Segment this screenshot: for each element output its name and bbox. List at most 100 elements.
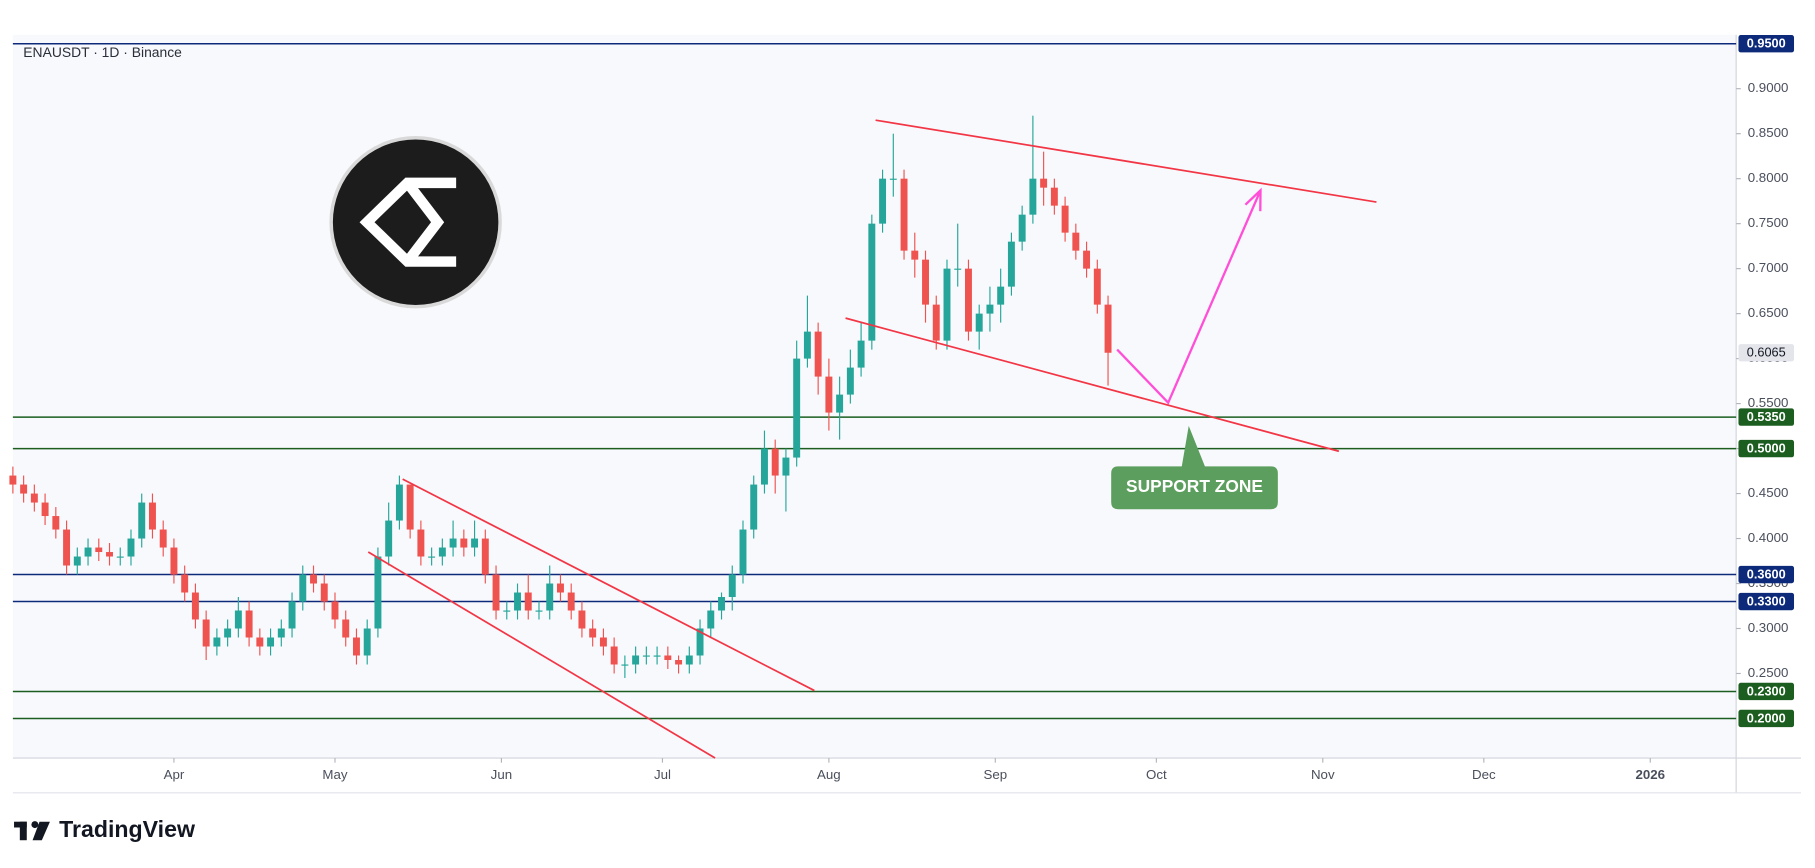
y-tick-label: 0.9000 xyxy=(1748,80,1789,95)
candle-body xyxy=(191,592,199,620)
candle-body xyxy=(675,659,683,665)
candle-body xyxy=(621,664,629,666)
candle-body xyxy=(943,268,951,341)
candle-body xyxy=(750,484,758,530)
candle-body xyxy=(224,628,232,638)
candle-body xyxy=(159,529,167,548)
level-label-box xyxy=(1738,682,1795,701)
candle-body xyxy=(385,520,393,557)
arrow-head xyxy=(1244,187,1262,212)
candle-body xyxy=(299,574,307,602)
candle-body xyxy=(524,592,532,611)
candle-body xyxy=(793,358,801,458)
candle-body xyxy=(492,574,500,611)
y-tick-label: 0.4500 xyxy=(1748,485,1789,500)
last-price-label: 0.6065 xyxy=(1747,345,1786,360)
candle-body xyxy=(760,448,768,485)
candle-body xyxy=(846,367,854,395)
candle-body xyxy=(245,610,253,638)
candle-body xyxy=(73,556,81,566)
candle-body xyxy=(728,574,736,598)
level-label: 0.2300 xyxy=(1747,683,1786,698)
candle-body xyxy=(567,592,575,611)
candle-body xyxy=(653,655,661,657)
last-price-box xyxy=(1738,344,1795,362)
y-tick-label: 0.5500 xyxy=(1748,395,1789,410)
candle-body xyxy=(288,601,296,629)
candle-body xyxy=(84,547,92,557)
candle-body xyxy=(213,637,221,647)
candle-body xyxy=(546,583,554,611)
candle-body xyxy=(234,610,242,629)
candle-body xyxy=(879,178,887,224)
brand: TradingView xyxy=(59,816,196,842)
candle-body xyxy=(771,448,779,476)
candle-body xyxy=(1018,214,1026,242)
candle-body xyxy=(1007,241,1015,287)
x-tick-label: Oct xyxy=(1146,767,1167,782)
candle-body xyxy=(127,538,135,557)
projection-arrow xyxy=(1116,189,1262,405)
candle-body xyxy=(20,484,28,494)
candle-body xyxy=(52,516,60,530)
level-label: 0.2000 xyxy=(1747,710,1786,725)
candle-body xyxy=(803,331,811,359)
candle-body xyxy=(739,529,747,575)
x-tick-label: May xyxy=(322,767,347,782)
candle-body xyxy=(857,340,865,368)
level-label-box xyxy=(1738,709,1795,728)
candle-body xyxy=(202,619,210,647)
candle-body xyxy=(1093,268,1101,305)
trendline xyxy=(402,478,815,692)
candle-body xyxy=(535,610,543,612)
logo xyxy=(329,135,502,309)
candle-body xyxy=(997,286,1005,305)
candle-body xyxy=(406,484,414,530)
candle-body xyxy=(148,502,156,530)
candle-body xyxy=(825,376,833,413)
x-tick-label: Jun xyxy=(491,767,512,782)
x-tick-label: 2026 xyxy=(1635,767,1665,782)
candle-body xyxy=(1072,232,1080,251)
candle-body xyxy=(138,502,146,539)
candle-body xyxy=(428,556,436,558)
candle-body xyxy=(256,637,264,647)
x-tick-label: Sep xyxy=(983,767,1007,782)
level-label-box xyxy=(1738,565,1795,584)
x-tick-label: Apr xyxy=(164,767,185,782)
candle-body xyxy=(460,538,468,548)
candle-body xyxy=(599,637,607,647)
candle-body xyxy=(63,529,71,566)
level-label-box xyxy=(1738,408,1795,426)
candle-body xyxy=(1083,250,1091,269)
y-tick-label: 0.7500 xyxy=(1748,215,1789,230)
candle-body xyxy=(471,538,479,548)
candle-body xyxy=(578,610,586,629)
candle-body xyxy=(632,655,640,665)
candle-body xyxy=(116,556,124,558)
candle-body xyxy=(642,655,650,657)
level-label-box xyxy=(1738,35,1795,53)
x-tick-label: Dec xyxy=(1472,767,1496,782)
y-tick-label: 0.7000 xyxy=(1748,260,1789,275)
level-label-box xyxy=(1738,439,1795,458)
candle-body xyxy=(782,457,790,476)
candle-body xyxy=(964,268,972,332)
candle-body xyxy=(481,538,489,575)
candle-body xyxy=(664,655,672,660)
x-tick-label: Nov xyxy=(1311,767,1335,782)
y-tick-label: 0.3000 xyxy=(1748,620,1789,635)
candle-body xyxy=(685,655,693,665)
candle-body xyxy=(395,484,403,521)
level-label: 0.9500 xyxy=(1747,36,1786,51)
candle-body xyxy=(696,628,704,656)
candle-body xyxy=(922,259,929,305)
candle-body xyxy=(9,475,17,485)
candle-body xyxy=(986,304,994,314)
candle-body xyxy=(331,601,339,620)
candle-body xyxy=(417,529,425,557)
y-tick-label: 0.8500 xyxy=(1748,125,1789,140)
candle-body xyxy=(610,646,618,665)
candle-body xyxy=(342,619,350,638)
candle-body xyxy=(889,178,897,180)
